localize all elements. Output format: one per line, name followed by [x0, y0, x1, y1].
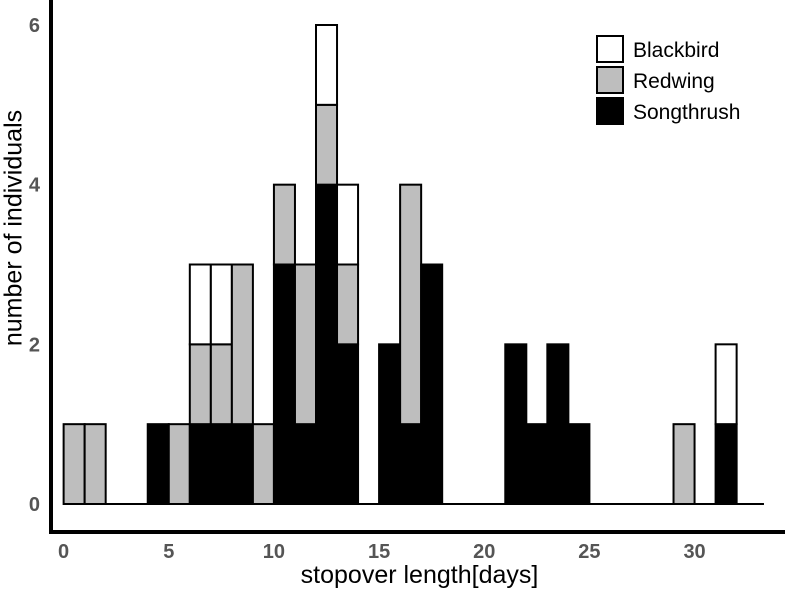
bar-redwing-1	[62, 423, 86, 506]
legend-label-songthrush: Songthrush	[633, 101, 740, 124]
y-tick-label-6: 6	[29, 15, 40, 37]
bar-redwing-11	[272, 183, 296, 266]
bar-redwing-30	[672, 423, 696, 506]
bar-songthrush-9	[230, 423, 254, 506]
x-tick-label-25: 25	[578, 541, 600, 563]
x-tick-label-5: 5	[163, 541, 174, 563]
bars-layer	[62, 24, 764, 506]
bar-songthrush-11	[272, 263, 296, 505]
bar-redwing-8	[209, 343, 233, 426]
y-tick-label-0: 0	[29, 494, 40, 516]
bar-songthrush-17	[399, 423, 423, 506]
bar-songthrush-5	[146, 423, 170, 506]
legend-swatch-songthrush	[596, 97, 624, 125]
bar-blackbird-8	[209, 263, 233, 346]
legend: Blackbird Redwing Songthrush	[596, 35, 740, 125]
bar-songthrush-25	[567, 423, 591, 506]
bar-redwing-6	[167, 423, 191, 506]
legend-swatch-blackbird	[596, 35, 624, 63]
y-tick-label-2: 2	[29, 334, 40, 356]
x-tick-label-10: 10	[263, 541, 285, 563]
x-tick-label-20: 20	[473, 541, 495, 563]
bar-redwing-17	[399, 183, 423, 426]
bar-songthrush-8	[209, 423, 233, 506]
bar-redwing-13	[315, 103, 339, 186]
bar-songthrush-22	[504, 343, 528, 505]
bar-songthrush-16	[378, 343, 402, 505]
x-tick-label-0: 0	[58, 541, 69, 563]
bar-redwing-9	[230, 263, 254, 426]
legend-swatch-redwing	[596, 66, 624, 94]
x-tick-label-30: 30	[683, 541, 705, 563]
legend-label-redwing: Redwing	[633, 70, 715, 93]
bar-songthrush-18	[420, 263, 444, 505]
axes-layer	[49, 0, 785, 534]
bar-redwing-2	[83, 423, 107, 506]
bar-redwing-12	[293, 263, 318, 426]
x-axis-title-text: stopover length[days]	[300, 561, 539, 589]
x-axis-title: stopover length[days]	[0, 561, 787, 590]
bar-blackbird-13	[315, 24, 339, 106]
bar-songthrush-32	[714, 423, 738, 506]
bar-songthrush-7	[188, 423, 212, 506]
bar-redwing-14	[336, 263, 360, 346]
bar-blackbird-7	[188, 263, 212, 346]
bar-songthrush-23	[525, 423, 549, 506]
bar-blackbird-32	[714, 343, 738, 426]
legend-label-blackbird: Blackbird	[633, 39, 719, 62]
bar-songthrush-12	[293, 423, 318, 506]
bar-redwing-10	[251, 423, 275, 506]
bar-redwing-7	[188, 343, 212, 426]
tick-labels-layer: 0 5 10 15 20 25 30 0 2 4 6	[29, 15, 706, 563]
bar-songthrush-13	[315, 183, 339, 505]
bar-songthrush-24	[546, 343, 570, 505]
y-tick-label-4: 4	[29, 175, 41, 197]
y-axis-title-text: number of individuals	[0, 109, 28, 347]
bar-songthrush-14	[336, 343, 360, 505]
bar-blackbird-14	[336, 183, 360, 266]
x-tick-label-15: 15	[368, 541, 390, 563]
